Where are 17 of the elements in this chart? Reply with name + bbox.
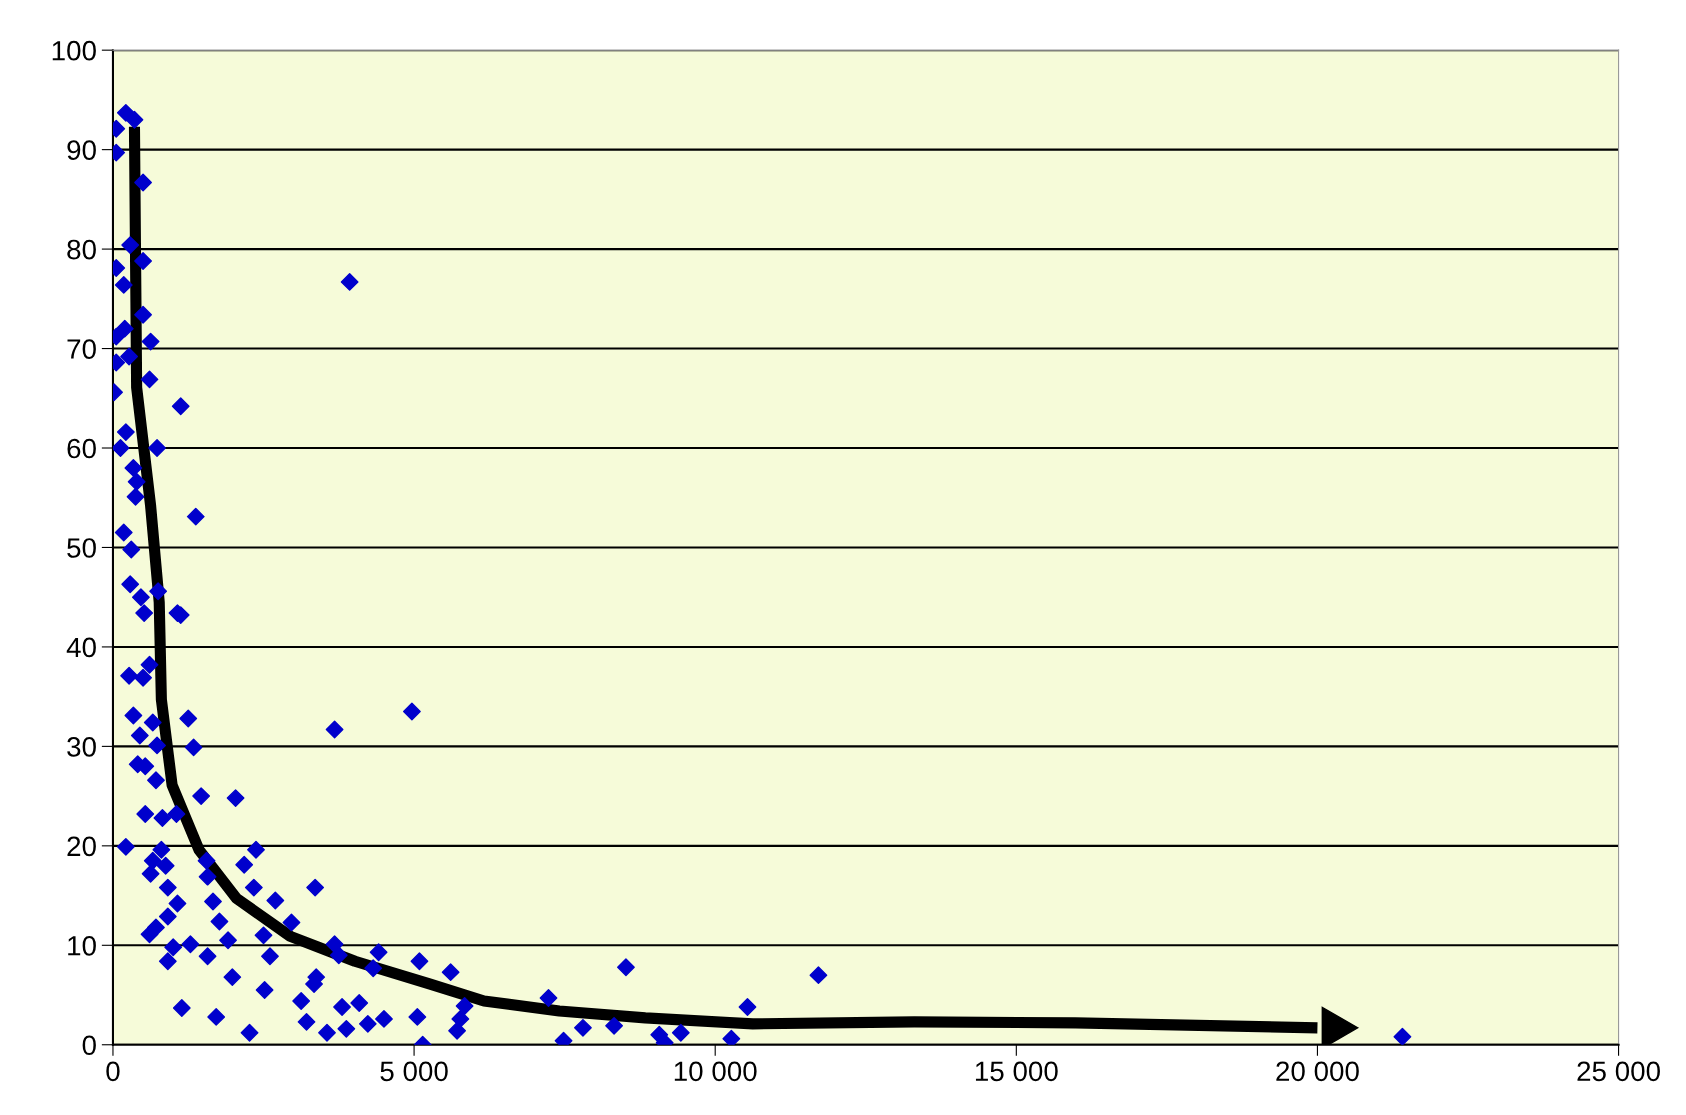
- x-tick-label: 25 000: [1577, 1061, 1660, 1082]
- y-tick-label: 80: [67, 239, 96, 260]
- x-tick-label: 10 000: [674, 1061, 757, 1082]
- y-tick-label: 50: [67, 538, 96, 558]
- x-tick-label: 5 000: [380, 1061, 448, 1082]
- y-tick-label: 90: [67, 140, 96, 160]
- y-tick-label: 0: [82, 1035, 96, 1056]
- y-tick-label: 10: [68, 935, 96, 956]
- y-tick-label: 40: [66, 637, 96, 658]
- y-tick-label: 30: [67, 737, 96, 757]
- y-tick-label: 70: [67, 339, 96, 359]
- x-tick-label: 15 000: [975, 1061, 1058, 1082]
- x-tick-label: 0: [106, 1061, 120, 1082]
- y-tick-label: 60: [67, 438, 96, 459]
- y-tick-label: 100: [52, 40, 96, 61]
- y-tick-label: 20: [67, 836, 96, 857]
- x-tick-label: 20 000: [1276, 1061, 1359, 1082]
